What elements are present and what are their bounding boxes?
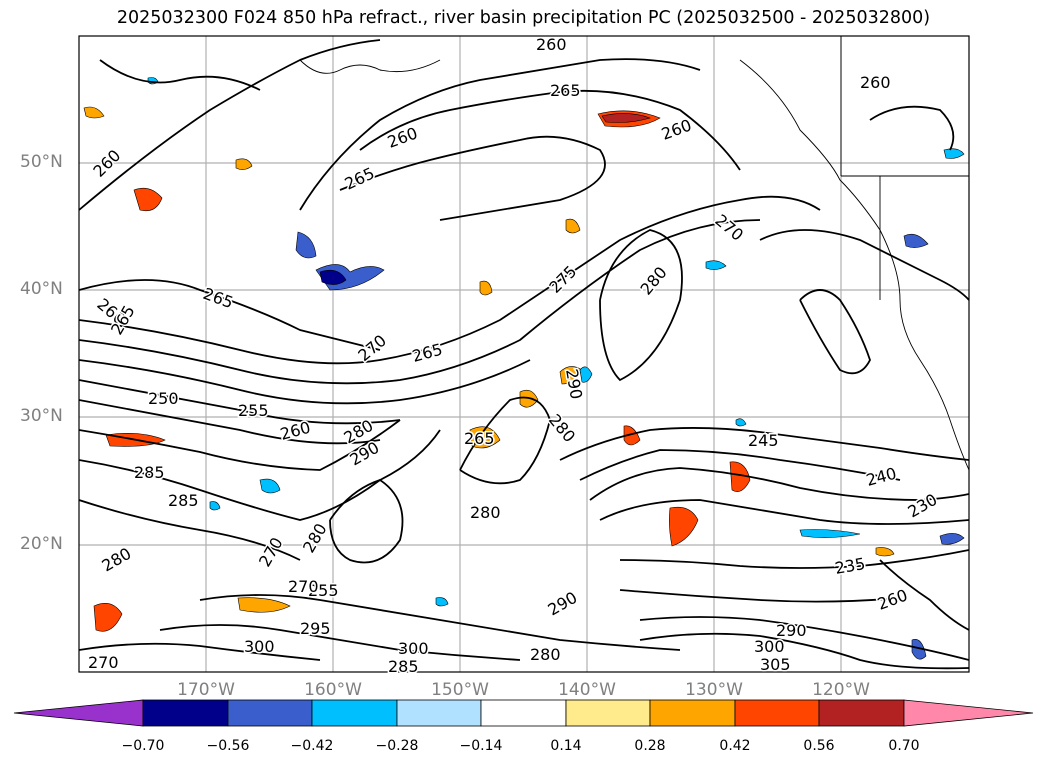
colorbar-segment bbox=[227, 699, 313, 727]
contour-label: 300 bbox=[244, 637, 275, 656]
colorbar-tick-label: −0.42 bbox=[290, 738, 334, 754]
colorbar bbox=[13, 699, 1034, 727]
colorbar-low-extension bbox=[13, 699, 144, 727]
coastlines bbox=[299, 36, 969, 471]
lon-label: 160°W bbox=[304, 680, 362, 700]
contour-label: 285 bbox=[134, 463, 165, 482]
contour-label: 250 bbox=[148, 389, 179, 408]
plot-area bbox=[79, 36, 969, 672]
lon-label: 120°W bbox=[812, 680, 870, 700]
contour-label: 300 bbox=[398, 639, 429, 658]
colorbar-tick-label: 0.42 bbox=[719, 738, 751, 754]
colorbar-segment bbox=[142, 699, 229, 727]
figure-title: 2025032300 F024 850 hPa refract., river … bbox=[116, 8, 931, 28]
lon-label: 170°W bbox=[177, 680, 235, 700]
contour-label: 245 bbox=[748, 431, 779, 450]
lon-label: 150°W bbox=[431, 680, 489, 700]
colorbar-segment bbox=[396, 699, 482, 727]
refractivity-contours bbox=[79, 39, 969, 670]
contour-label: 305 bbox=[760, 655, 791, 674]
colorbar-tick-label: −0.70 bbox=[121, 738, 165, 754]
colorbar-segment bbox=[734, 699, 820, 727]
contour-label: 265 bbox=[464, 429, 495, 448]
colorbar-segment bbox=[311, 699, 398, 727]
colorbar-tick-label: −0.28 bbox=[375, 738, 419, 754]
lon-label: 130°W bbox=[685, 680, 743, 700]
contour-label: 255 bbox=[308, 581, 339, 600]
colorbar-tick-label: −0.14 bbox=[459, 738, 503, 754]
colorbar-tick-label: 0.70 bbox=[888, 738, 920, 754]
contour-label: 300 bbox=[754, 637, 785, 656]
colorbar-tick-label: −0.56 bbox=[206, 738, 250, 754]
contour-label: 270 bbox=[88, 653, 119, 672]
lat-label: 20°N bbox=[20, 534, 63, 554]
contour-label: 260 bbox=[860, 73, 891, 92]
colorbar-segment bbox=[565, 699, 651, 727]
contour-label: 280 bbox=[470, 503, 501, 522]
colorbar-segment bbox=[649, 699, 736, 727]
contour-label: 255 bbox=[238, 401, 269, 420]
colorbar-segment bbox=[480, 699, 567, 727]
plot-frame bbox=[78, 35, 970, 673]
colorbar-high-extension bbox=[903, 699, 1034, 727]
colorbar-tick-label: 0.56 bbox=[803, 738, 835, 754]
contour-label: 285 bbox=[168, 491, 199, 510]
colorbar-tick-label: 0.28 bbox=[634, 738, 666, 754]
lon-label: 140°W bbox=[558, 680, 616, 700]
lat-label: 30°N bbox=[20, 406, 63, 426]
lat-label: 50°N bbox=[20, 152, 63, 172]
contour-label: 260 bbox=[536, 35, 567, 54]
contour-label: 290 bbox=[776, 621, 807, 640]
contour-label: 295 bbox=[300, 619, 331, 638]
contour-label: 270 bbox=[288, 577, 319, 596]
contour-label: 285 bbox=[388, 657, 419, 676]
lat-label: 40°N bbox=[20, 279, 63, 299]
colorbar-segment bbox=[818, 699, 905, 727]
colorbar-tick-label: 0.14 bbox=[550, 738, 582, 754]
contour-label: 280 bbox=[530, 645, 561, 664]
contour-label: 265 bbox=[550, 81, 581, 100]
